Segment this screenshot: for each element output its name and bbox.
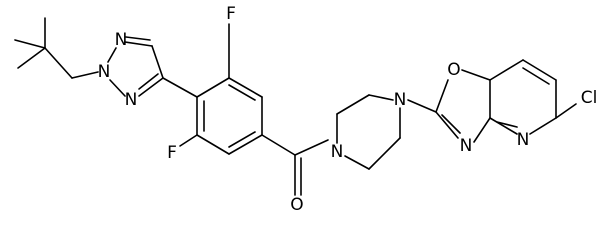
atom-label: O [290,195,303,215]
atom-labels: N N N F F O N N O N N Cl [98,4,598,215]
atom-label: Cl [581,88,598,108]
atom-label: F [226,4,236,24]
atom-label: F [167,143,177,163]
atom-label: N [115,30,128,50]
atom-label: N [125,90,138,110]
atom-label: N [517,130,530,150]
atom-label: N [394,90,407,110]
atom-label: N [331,142,344,162]
atom-label: N [98,62,111,82]
page: N N N F F O N N O N N Cl (() => { const … [14,4,598,215]
molecule-diagram: N N N F F O N N O N N Cl [14,4,598,215]
atom-label: N [460,136,473,156]
atom-label: O [447,60,460,80]
bonds [14,17,577,196]
